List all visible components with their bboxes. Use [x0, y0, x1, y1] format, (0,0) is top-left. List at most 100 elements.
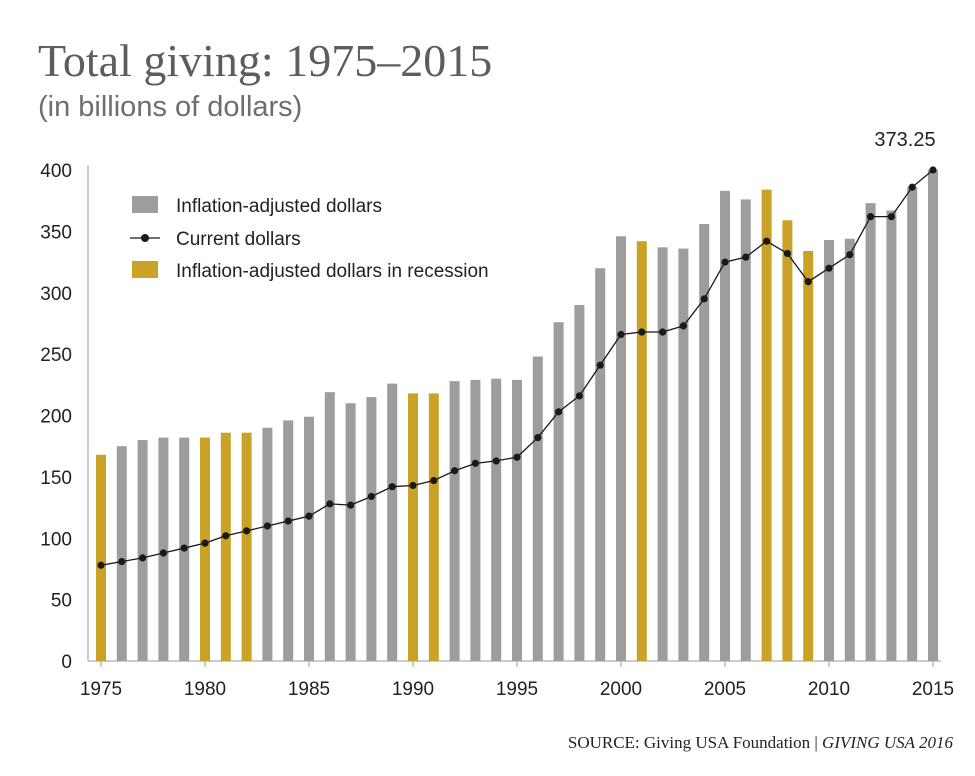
- inflation-adjusted-bar: [907, 187, 918, 661]
- current-dollars-point: [783, 249, 792, 258]
- y-tick-label: 50: [51, 591, 72, 612]
- inflation-adjusted-bar: [928, 170, 938, 661]
- y-tick-label: 150: [40, 468, 72, 489]
- inflation-adjusted-bar: [553, 322, 564, 661]
- current-dollars-point: [887, 213, 896, 221]
- inflation-adjusted-bar: [740, 199, 751, 661]
- y-tick-label: 100: [40, 529, 72, 550]
- inflation-adjusted-bar: [595, 268, 606, 661]
- legend-swatch-point: [141, 234, 149, 242]
- x-tick-label: 2005: [704, 679, 746, 700]
- current-dollars-point: [471, 459, 479, 467]
- y-tick-label: 0: [61, 652, 72, 673]
- current-dollars-point: [222, 532, 230, 540]
- inflation-adjusted-bar: [116, 446, 127, 661]
- current-dollars-point: [347, 501, 355, 509]
- current-dollars-point: [97, 561, 105, 569]
- current-dollars-point: [326, 500, 334, 508]
- legend-label-recession: Inflation-adjusted dollars in recession: [176, 261, 489, 282]
- x-tick-label: 1985: [288, 679, 330, 700]
- current-dollars-point: [929, 166, 937, 174]
- inflation-adjusted-bar: [865, 203, 876, 661]
- current-dollars-point: [305, 512, 313, 520]
- current-dollars-point: [243, 527, 251, 535]
- y-tick-label: 300: [40, 284, 72, 305]
- current-dollars-point: [867, 213, 875, 221]
- y-tick-label: 350: [40, 222, 72, 243]
- y-tick-label: 250: [40, 345, 72, 366]
- x-tick-label: 2015: [912, 679, 954, 700]
- recession-bar: [200, 437, 210, 661]
- recession-bar: [803, 251, 814, 661]
- inflation-adjusted-bar: [886, 210, 897, 661]
- inflation-adjusted-bar: [345, 403, 356, 661]
- current-dollars-point: [596, 361, 604, 369]
- inflation-adjusted-bar: [387, 383, 398, 661]
- inflation-adjusted-bar: [324, 392, 335, 661]
- current-dollars-point: [659, 328, 667, 336]
- recession-bar: [220, 432, 231, 661]
- inflation-adjusted-bar: [532, 356, 543, 661]
- current-dollars-point: [409, 481, 417, 490]
- inflation-adjusted-bar: [491, 378, 502, 661]
- current-dollars-point: [513, 453, 521, 461]
- inflation-adjusted-bar: [304, 416, 314, 661]
- inflation-adjusted-bar: [657, 247, 668, 661]
- current-dollars-point: [388, 483, 396, 491]
- inflation-adjusted-bar: [699, 224, 710, 661]
- x-tick-label: 1975: [80, 679, 122, 700]
- current-dollars-point: [575, 392, 584, 400]
- inflation-adjusted-bar: [616, 236, 626, 661]
- chart-subtitle: (in billions of dollars): [38, 91, 303, 123]
- current-dollars-point: [263, 522, 271, 530]
- recession-bar: [96, 454, 106, 661]
- x-tick-label: 1990: [392, 679, 434, 700]
- inflation-adjusted-bar: [262, 427, 273, 661]
- x-tick-label: 2000: [600, 679, 642, 700]
- inflation-adjusted-bar: [844, 238, 855, 662]
- current-dollars-point: [118, 557, 126, 566]
- source-note: SOURCE: Giving USA Foundation | GIVING U…: [568, 733, 953, 753]
- recession-bar: [241, 432, 252, 661]
- inflation-adjusted-bar: [158, 437, 169, 661]
- x-tick-label: 1980: [184, 679, 226, 700]
- current-dollars-point: [367, 492, 375, 501]
- current-dollars-point: [908, 183, 916, 191]
- current-dollars-point: [284, 517, 292, 525]
- current-dollars-point: [742, 253, 750, 261]
- legend-swatch-inflation-adjusted: [132, 196, 158, 213]
- inflation-adjusted-bar: [470, 379, 481, 661]
- inflation-adjusted-bar: [449, 381, 460, 661]
- recession-bar: [428, 393, 439, 661]
- current-dollars-point: [201, 539, 209, 547]
- recession-bar: [782, 220, 793, 661]
- current-dollars-point: [180, 544, 188, 552]
- inflation-adjusted-bar: [283, 420, 294, 661]
- inflation-adjusted-bar: [366, 397, 377, 661]
- inflation-adjusted-bar: [824, 239, 834, 661]
- x-tick-label: 2010: [808, 679, 850, 700]
- recession-bar: [761, 189, 772, 661]
- inflation-adjusted-bar: [720, 190, 730, 661]
- current-dollars-point: [638, 328, 646, 336]
- current-dollars-point: [159, 549, 167, 557]
- legend-label-inflation-adjusted: Inflation-adjusted dollars: [176, 196, 382, 217]
- current-dollars-point: [846, 251, 854, 259]
- recession-bar: [636, 241, 647, 661]
- current-dollars-point: [492, 457, 500, 465]
- legend-label-current-dollars: Current dollars: [176, 229, 301, 250]
- current-dollars-point: [139, 554, 147, 562]
- current-dollars-point: [451, 467, 459, 475]
- current-dollars-point: [825, 264, 833, 272]
- current-dollars-point: [555, 408, 563, 416]
- legend-swatch-recession: [132, 261, 158, 278]
- y-tick-label: 200: [40, 407, 72, 428]
- current-dollars-point: [534, 433, 542, 442]
- value-annotation: 373.25: [874, 129, 935, 151]
- current-dollars-point: [700, 295, 708, 303]
- current-dollars-point: [721, 258, 729, 266]
- recession-bar: [408, 393, 418, 661]
- inflation-adjusted-bar: [512, 379, 522, 661]
- inflation-adjusted-bar: [137, 440, 148, 661]
